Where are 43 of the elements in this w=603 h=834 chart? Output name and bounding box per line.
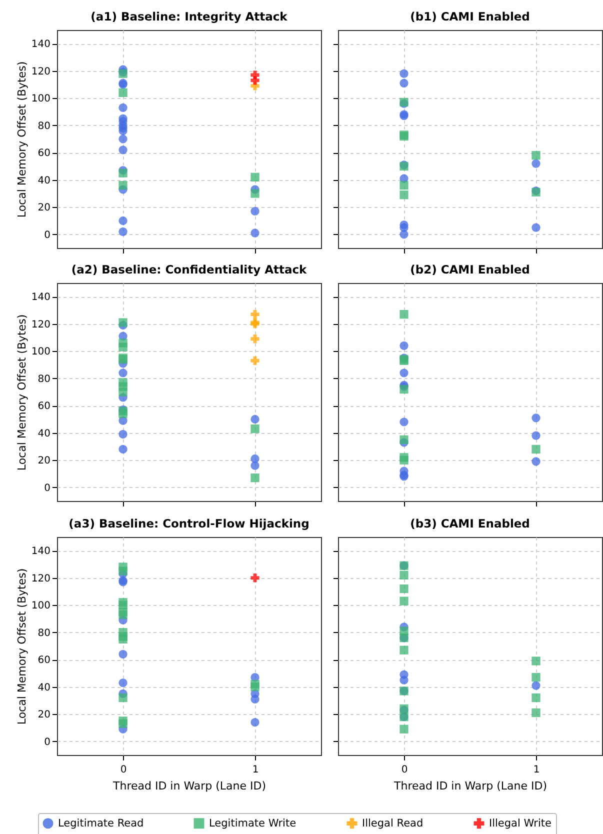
legend-label: Illegal Read [362, 817, 424, 830]
y-axis-title: Local Memory Offset (Bytes) [15, 314, 28, 471]
y-tick-label: 40 [38, 428, 50, 440]
y-tick-label: 0 [44, 482, 50, 494]
x-tick-label: 0 [120, 764, 127, 776]
x-axis-title: Thread ID in Warp (Lane ID) [112, 780, 266, 792]
x-tick-label: 0 [401, 764, 408, 776]
y-tick-label: 120 [31, 319, 50, 330]
y-axis-title: Local Memory Offset (Bytes) [15, 61, 28, 218]
y-tick-label: 0 [44, 736, 50, 748]
x-tick-label: 1 [533, 764, 540, 776]
chart-title: (a1) Baseline: Integrity Attack [90, 10, 288, 24]
y-tick-label: 20 [38, 202, 50, 214]
x-axis-title: Thread ID in Warp (Lane ID) [392, 780, 548, 792]
legend-label: Illegal Write [489, 817, 552, 830]
chart-title: (a2) Baseline: Confidentiality Attack [71, 262, 308, 276]
y-tick-label: 60 [38, 401, 50, 412]
legend-label: Legitimate Write [209, 817, 296, 830]
y-tick-label: 40 [38, 682, 50, 694]
y-tick-label: 80 [38, 120, 50, 132]
y-tick-label: 60 [38, 148, 50, 160]
y-tick-label: 100 [31, 346, 50, 358]
chart-title: (b3) CAMI Enabled [410, 516, 530, 530]
y-tick-label: 0 [44, 230, 50, 241]
chart-title: (b1) CAMI Enabled [410, 10, 530, 24]
y-tick-label: 60 [38, 655, 50, 666]
y-tick-label: 40 [38, 175, 50, 186]
y-tick-label: 140 [31, 39, 50, 50]
x-tick-label: 1 [252, 764, 259, 776]
y-tick-label: 140 [31, 546, 50, 558]
y-tick-label: 20 [38, 456, 50, 467]
y-tick-label: 120 [31, 66, 50, 78]
legend-label: Legitimate Read [58, 817, 144, 830]
y-tick-label: 80 [38, 374, 50, 385]
y-tick-label: 140 [31, 292, 50, 304]
y-tick-label: 100 [31, 600, 50, 612]
y-tick-label: 100 [31, 94, 50, 105]
y-tick-label: 20 [38, 710, 50, 721]
y-tick-label: 80 [38, 628, 50, 639]
chart-title: (a3) Baseline: Control-Flow Hijacking [68, 516, 310, 530]
chart-title: (b2) CAMI Enabled [410, 262, 530, 276]
y-tick-label: 120 [31, 573, 50, 584]
y-axis-title: Local Memory Offset (Bytes) [15, 568, 28, 725]
